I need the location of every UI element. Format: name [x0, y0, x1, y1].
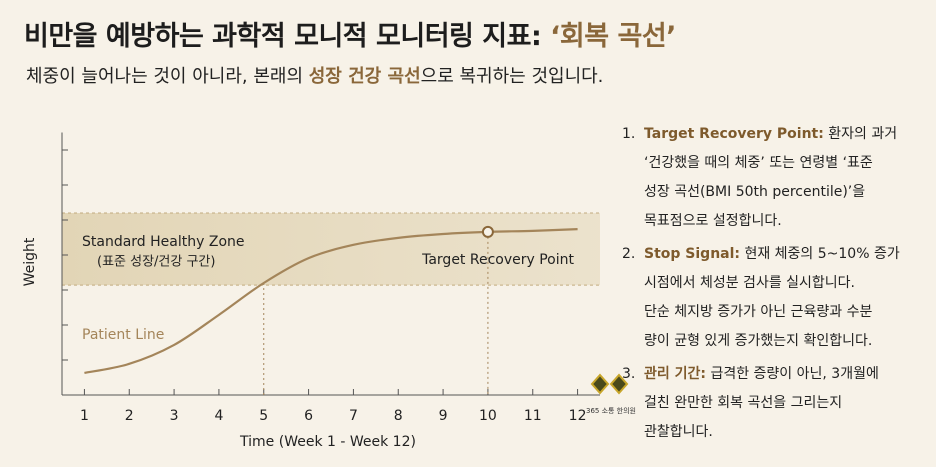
x-tick-label: 4 — [214, 408, 223, 424]
note-text: 걸친 완만한 회복 곡선을 그리는지 — [644, 395, 843, 411]
note-label: Target Recovery Point: — [644, 126, 824, 142]
note-line: 단순 체지방 증가가 아닌 근육량과 수분 — [622, 298, 900, 327]
note-line: 시점에서 체성분 검사를 실시합니다. — [622, 269, 900, 298]
note-label: 관리 기간: — [644, 366, 706, 382]
series-label: Patient Line — [82, 327, 164, 343]
x-tick-label: 9 — [439, 408, 448, 424]
title-highlight: ‘회복 곡선’ — [550, 21, 676, 52]
x-tick-label: 2 — [125, 408, 134, 424]
title: 비만을 예방하는 과학적 모니적 모니터링 지표: ‘회복 곡선’ — [24, 14, 676, 53]
logo-icon — [609, 373, 629, 395]
note-text: 현재 체중의 5~10% 증가 — [740, 246, 900, 262]
note-text: 관찰합니다. — [644, 424, 713, 440]
y-axis-label: Weight — [22, 237, 38, 286]
x-tick-label: 8 — [394, 408, 403, 424]
note-line: 관찰합니다. — [622, 418, 900, 447]
x-tick-label: 1 — [80, 408, 89, 424]
note-text: 급격한 증량이 아닌, 3개월에 — [706, 366, 879, 382]
note-line: 목표점으로 설정합니다. — [622, 207, 900, 236]
note-label: Stop Signal: — [644, 246, 741, 262]
x-tick-label: 6 — [304, 408, 313, 424]
x-axis-label: Time (Week 1 - Week 12) — [239, 434, 416, 450]
note-line: 1. Target Recovery Point: 환자의 과거 — [622, 120, 900, 149]
target-label: Target Recovery Point — [421, 252, 574, 268]
note-line: ‘건강했을 때의 체중’ 또는 연령별 ‘표준 — [622, 149, 900, 178]
zone-label: (표준 성장/건강 구간) — [97, 255, 215, 270]
target-marker — [481, 225, 494, 238]
note-text: 성장 곡선(BMI 50th percentile)’을 — [644, 184, 866, 200]
logo-icon — [590, 373, 610, 395]
notes: 1. Target Recovery Point: 환자의 과거 ‘건강했을 때의 … — [622, 120, 900, 451]
note-text: 시점에서 체성분 검사를 실시합니다. — [644, 275, 855, 291]
subtitle-highlight: 성장 건강 곡선 — [308, 66, 421, 87]
note: 1. Target Recovery Point: 환자의 과거 ‘건강했을 때의 … — [622, 120, 900, 236]
x-tick-label: 7 — [349, 408, 358, 424]
note-text: 량이 균형 있게 증가했는지 확인합니다. — [644, 333, 873, 349]
note-number: 1. — [622, 126, 636, 142]
note-line: 걸친 완만한 회복 곡선을 그리는지 — [622, 389, 900, 418]
x-tick-label: 3 — [170, 408, 179, 424]
note-line: 3. 관리 기간: 급격한 증량이 아닌, 3개월에 — [622, 360, 900, 389]
note-text: 환자의 과거 — [823, 126, 898, 142]
note-number: 3. — [622, 366, 636, 382]
note-line: 량이 균형 있게 증가했는지 확인합니다. — [622, 327, 900, 356]
logo-text: 365 소통 한의원 — [586, 406, 636, 415]
note-line: 성장 곡선(BMI 50th percentile)’을 — [622, 178, 900, 207]
title-text: 비만을 예방하는 과학적 모니적 모니터링 지표: — [24, 21, 551, 52]
subtitle-text: 으로 복귀하는 것입니다. — [420, 66, 604, 87]
x-tick-label: 11 — [524, 408, 542, 424]
note-number: 2. — [622, 246, 636, 262]
x-tick-label: 5 — [259, 408, 268, 424]
healthy-zone — [62, 213, 600, 286]
subtitle: 체중이 늘어나는 것이 아니라, 본래의 성장 건강 곡선으로 복귀하는 것입니… — [26, 62, 603, 88]
subtitle-text: 체중이 늘어나는 것이 아니라, 본래의 — [26, 66, 309, 87]
note-line: 2. Stop Signal: 현재 체중의 5~10% 증가 — [622, 240, 900, 269]
note-text: ‘건강했을 때의 체중’ 또는 연령별 ‘표준 — [644, 155, 873, 171]
x-tick-label: 10 — [479, 408, 497, 424]
note-text: 목표점으로 설정합니다. — [644, 213, 782, 229]
x-tick-label: 12 — [569, 408, 587, 424]
note-text: 단순 체지방 증가가 아닌 근육량과 수분 — [644, 304, 873, 320]
zone-label: Standard Healthy Zone — [82, 234, 245, 250]
